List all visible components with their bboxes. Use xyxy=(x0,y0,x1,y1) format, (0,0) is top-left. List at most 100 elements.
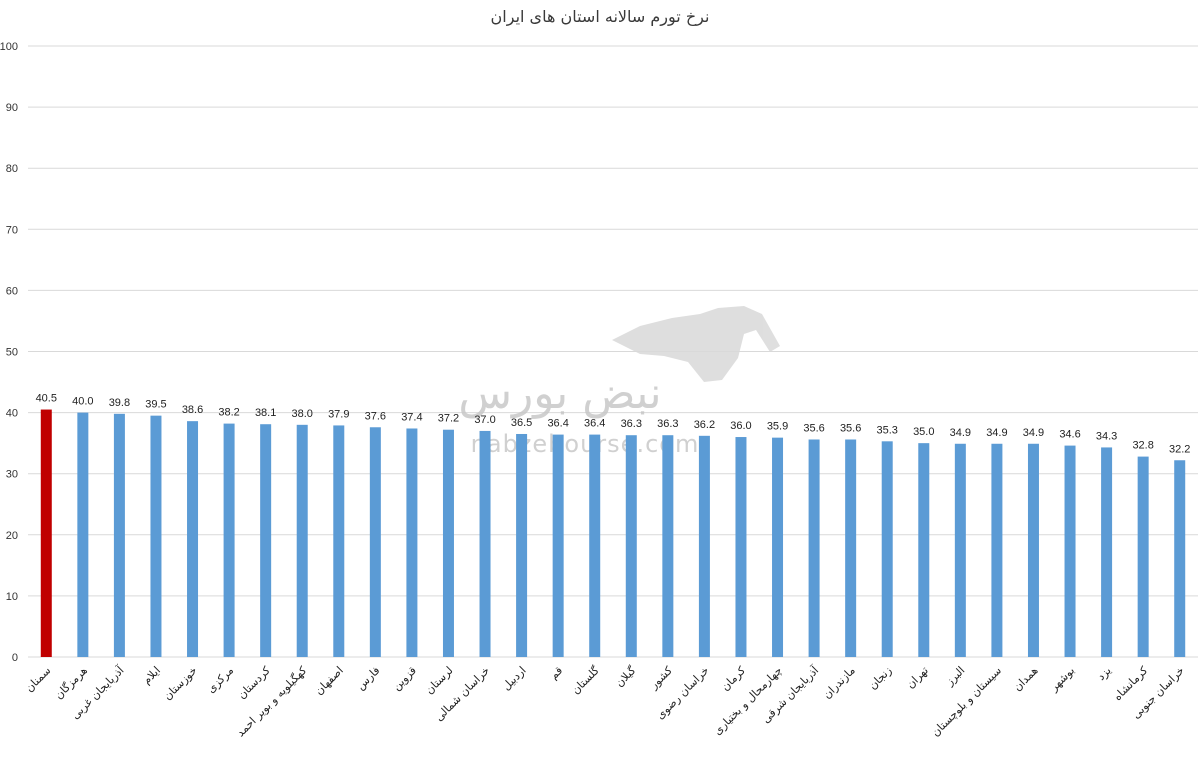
data-label: 36.4 xyxy=(547,418,568,430)
bar xyxy=(77,412,89,657)
watermark-logo-text: نبض بورس xyxy=(458,368,661,419)
data-label: 38.2 xyxy=(218,407,239,419)
bar xyxy=(589,434,601,657)
x-tick-label: قزوین xyxy=(390,664,419,693)
x-tick-label: لرستان xyxy=(423,664,456,697)
data-label: 35.3 xyxy=(877,424,898,436)
bar xyxy=(881,441,893,657)
data-label: 36.4 xyxy=(584,418,605,430)
bar xyxy=(1027,443,1039,657)
x-tick-label: گلستان xyxy=(569,663,602,696)
y-tick-label: 20 xyxy=(6,530,18,542)
bar xyxy=(1174,460,1186,657)
x-tick-label: اصفهان xyxy=(312,664,346,698)
y-tick-label: 0 xyxy=(12,652,18,664)
bar xyxy=(1064,445,1076,657)
y-tick-label: 40 xyxy=(6,408,18,420)
x-tick-label: ایلام xyxy=(140,664,163,687)
bar xyxy=(1137,456,1149,657)
x-tick-label: فارس xyxy=(354,664,383,693)
bar xyxy=(516,433,528,657)
bar xyxy=(625,435,637,657)
x-tick-label: کهگیلویه و بویر احمد xyxy=(234,663,310,739)
data-labels: 40.5 40.0 39.8 39.5 38.6 38.2 38.1 38.0 37.9 37.6… xyxy=(36,393,1191,456)
x-tick-label: تهران xyxy=(904,664,931,691)
y-axis-ticks: 0 10 20 30 40 50 60 70 80 90 100 xyxy=(0,41,18,664)
bar xyxy=(845,439,857,657)
watermark: نبض بورس nabzebourse.com xyxy=(458,306,780,458)
bars xyxy=(40,409,1186,657)
x-tick-label: زنجان xyxy=(866,664,894,692)
bar xyxy=(223,423,235,657)
gridlines xyxy=(28,45,1198,658)
x-tick-label: اردبیل xyxy=(500,664,529,693)
data-label: 40.0 xyxy=(72,396,93,408)
y-tick-label: 90 xyxy=(6,102,18,114)
chart-title: نرخ تورم سالانه استان های ایران xyxy=(491,7,710,27)
data-label: 38.1 xyxy=(255,407,276,419)
bar xyxy=(698,435,710,657)
data-label: 37.6 xyxy=(365,410,386,422)
data-label: 38.0 xyxy=(292,408,313,420)
data-label: 39.8 xyxy=(109,397,130,409)
y-tick-label: 30 xyxy=(6,469,18,481)
data-label: 34.3 xyxy=(1096,430,1117,442)
x-tick-label: گیلان xyxy=(613,663,639,689)
x-tick-label: سیستان و بلوچستان xyxy=(929,664,1004,739)
bar xyxy=(187,421,199,657)
data-label: 38.6 xyxy=(182,404,203,416)
data-label: 36.2 xyxy=(694,419,715,431)
bar xyxy=(333,425,345,657)
x-tick-label: سمنان xyxy=(23,664,54,695)
data-label: 37.2 xyxy=(438,413,459,425)
bar xyxy=(296,424,308,657)
x-tick-label: البرز xyxy=(943,664,968,689)
x-tick-label: مازندران xyxy=(820,664,857,701)
data-label: 36.5 xyxy=(511,417,532,429)
data-label: 34.9 xyxy=(986,427,1007,439)
data-label: 34.6 xyxy=(1059,429,1080,441)
data-label: 40.5 xyxy=(36,393,57,405)
data-label: 34.9 xyxy=(950,427,971,439)
data-label: 37.4 xyxy=(401,411,422,423)
bar xyxy=(808,439,820,657)
bar xyxy=(40,409,52,657)
data-label: 37.9 xyxy=(328,408,349,420)
data-label: 32.8 xyxy=(1132,440,1153,452)
y-tick-label: 80 xyxy=(6,163,18,175)
bar xyxy=(113,413,125,657)
y-tick-label: 60 xyxy=(6,285,18,297)
data-label: 36.3 xyxy=(657,418,678,430)
x-tick-label: کرمان xyxy=(719,663,749,693)
data-label: 32.2 xyxy=(1169,443,1190,455)
data-label: 36.3 xyxy=(621,418,642,430)
bar xyxy=(991,443,1003,657)
data-label: 35.6 xyxy=(803,422,824,434)
bull-logo-icon xyxy=(612,306,780,382)
x-tick-label: خوزستان xyxy=(161,664,200,703)
x-tick-label: بوشهر xyxy=(1047,664,1077,694)
y-tick-label: 10 xyxy=(6,591,18,603)
bar xyxy=(260,424,272,657)
bar xyxy=(150,415,162,657)
data-label: 36.0 xyxy=(730,420,751,432)
x-tick-label: قم xyxy=(547,664,565,682)
bar xyxy=(369,427,381,657)
x-tick-label: کشور xyxy=(647,663,676,692)
data-label: 39.5 xyxy=(145,399,166,411)
bar xyxy=(772,437,784,657)
x-tick-label: همدان xyxy=(1011,664,1041,694)
data-label: 37.0 xyxy=(474,414,495,426)
y-tick-label: 100 xyxy=(0,41,18,53)
x-tick-label: چهارمحال و بختیاری xyxy=(711,664,785,738)
bar xyxy=(479,430,491,657)
bar xyxy=(735,437,747,657)
y-tick-label: 50 xyxy=(6,347,18,359)
bar xyxy=(1101,447,1113,657)
bar xyxy=(954,443,966,657)
data-label: 35.0 xyxy=(913,426,934,438)
bar xyxy=(406,428,418,657)
x-tick-label: مرکزی xyxy=(204,664,236,696)
